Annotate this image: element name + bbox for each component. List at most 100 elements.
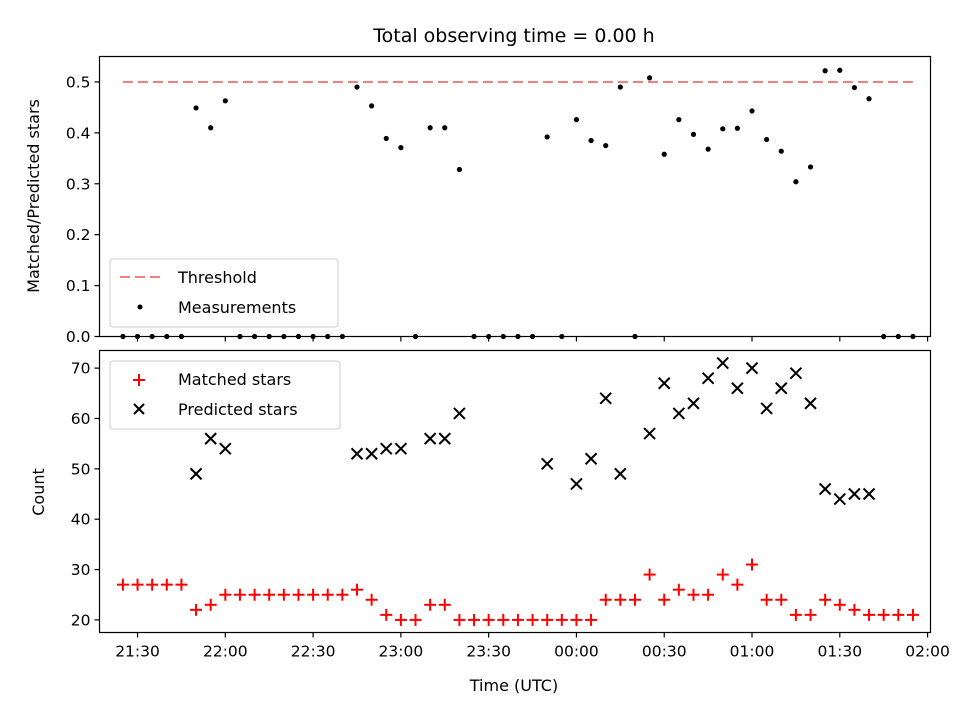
predicted-stars-series [189,356,876,506]
predicted-star-point [350,447,364,460]
measurement-point [807,164,814,170]
predicted-star-point [380,442,393,455]
predicted-star-point [204,432,217,445]
bottom-y-tick-label: 20 [71,611,91,629]
matched-star-point [248,588,261,601]
matched-star-point [599,593,612,606]
matched-star-point [716,568,729,581]
matched-star-point [336,588,349,601]
bottom-y-tick-label: 60 [71,410,91,428]
top-y-tick-label: 0.0 [66,328,91,346]
predicted-star-point [701,371,715,385]
measurement-point [617,84,623,90]
predicted-star-point [818,482,832,496]
matched-star-point [453,613,466,626]
predicted-star-point [599,392,612,405]
predicted-star-point [584,452,598,465]
matched-star-point [526,613,539,626]
bottom-plot-frame [98,349,932,634]
matched-star-point [277,588,290,601]
measurement-point [544,134,550,140]
measurement-point [588,137,594,144]
measurement-point [764,136,770,143]
x-tick-label: 21:30 [115,643,160,661]
top-y-axis-label: Matched/Predicted stars [24,99,43,293]
matched-star-point [424,598,437,611]
predicted-star-point [672,407,686,420]
measurement-point [749,108,755,114]
predicted-star-point [540,457,554,471]
top-panel: 0.0 0.1 0.2 0.3 0.4 0.5 Matched/Predicted sta… [24,55,932,346]
measurement-point [398,145,404,151]
measurement-point [354,84,360,90]
predicted-star-point [658,377,671,390]
measurement-point [646,75,653,81]
matched-star-point [190,603,203,616]
predicted-star-point [687,397,700,410]
matched-star-point [628,593,641,606]
bottom-y-tick-label: 50 [71,460,91,478]
legend-predicted-swatch [133,403,145,415]
matched-star-point [380,608,393,621]
matched-star-point [731,578,744,591]
matched-star-point [906,608,919,621]
matched-star-point [131,578,144,591]
measurement-point [208,125,214,131]
matched-star-point [146,578,159,591]
measurement-point [822,68,828,74]
matched-star-point [614,593,627,606]
measurement-point [427,125,433,131]
matched-star-point [702,588,715,601]
chart-title: Total observing time = 0.00 h [372,25,654,47]
measurement-point [778,148,784,154]
top-y-tick-label: 0.4 [66,124,91,142]
matched-star-point [321,588,334,601]
matched-star-point [219,588,232,601]
predicted-star-point [453,407,466,420]
legend-measurements-label: Measurements [178,298,296,317]
predicted-star-point [643,427,656,440]
matched-star-point [819,593,832,606]
matched-star-point [497,613,510,626]
matched-star-point [892,608,905,621]
predicted-star-point [731,382,744,395]
matched-star-point [409,613,422,626]
matched-star-point [555,613,568,626]
matched-star-point [482,613,495,626]
measurement-point [690,131,697,137]
measurement-point [383,135,389,142]
predicted-star-point [833,492,846,506]
x-tick-label: 00:00 [554,643,599,661]
matched-star-point [863,608,876,621]
matched-star-point [307,588,320,601]
matched-star-point [204,598,217,611]
matched-star-point [804,608,817,621]
measurement-point [442,125,448,131]
bottom-y-tick-label: 40 [71,511,91,529]
measurement-point [720,126,726,132]
matched-star-point [350,583,363,596]
matched-star-point [570,613,583,626]
measurement-point [573,117,580,123]
x-tick-label: 01:30 [817,643,862,661]
predicted-star-point [394,442,408,455]
predicted-star-point [189,467,203,481]
bottom-axis-ticks: 20 30 40 50 60 70 21:30 22:00 22:30 23:00 23:30 00:… [71,360,950,661]
legend-threshold-label: Threshold [177,268,257,287]
measurement-point [734,125,740,131]
top-y-tick-label: 0.2 [66,226,91,244]
x-tick-label: 02:00 [905,643,950,661]
matched-star-point [263,588,276,601]
legend-matched-label: Matched stars [178,370,291,389]
matched-stars-series [116,558,919,626]
bottom-y-axis-label: Count [29,468,48,516]
measurement-point [661,151,667,157]
matched-star-point [643,568,656,581]
predicted-star-point [775,382,788,395]
legend-matched-swatch [133,374,145,386]
matched-star-point [746,558,759,571]
matched-star-point [292,588,305,601]
matched-star-point [175,578,188,591]
